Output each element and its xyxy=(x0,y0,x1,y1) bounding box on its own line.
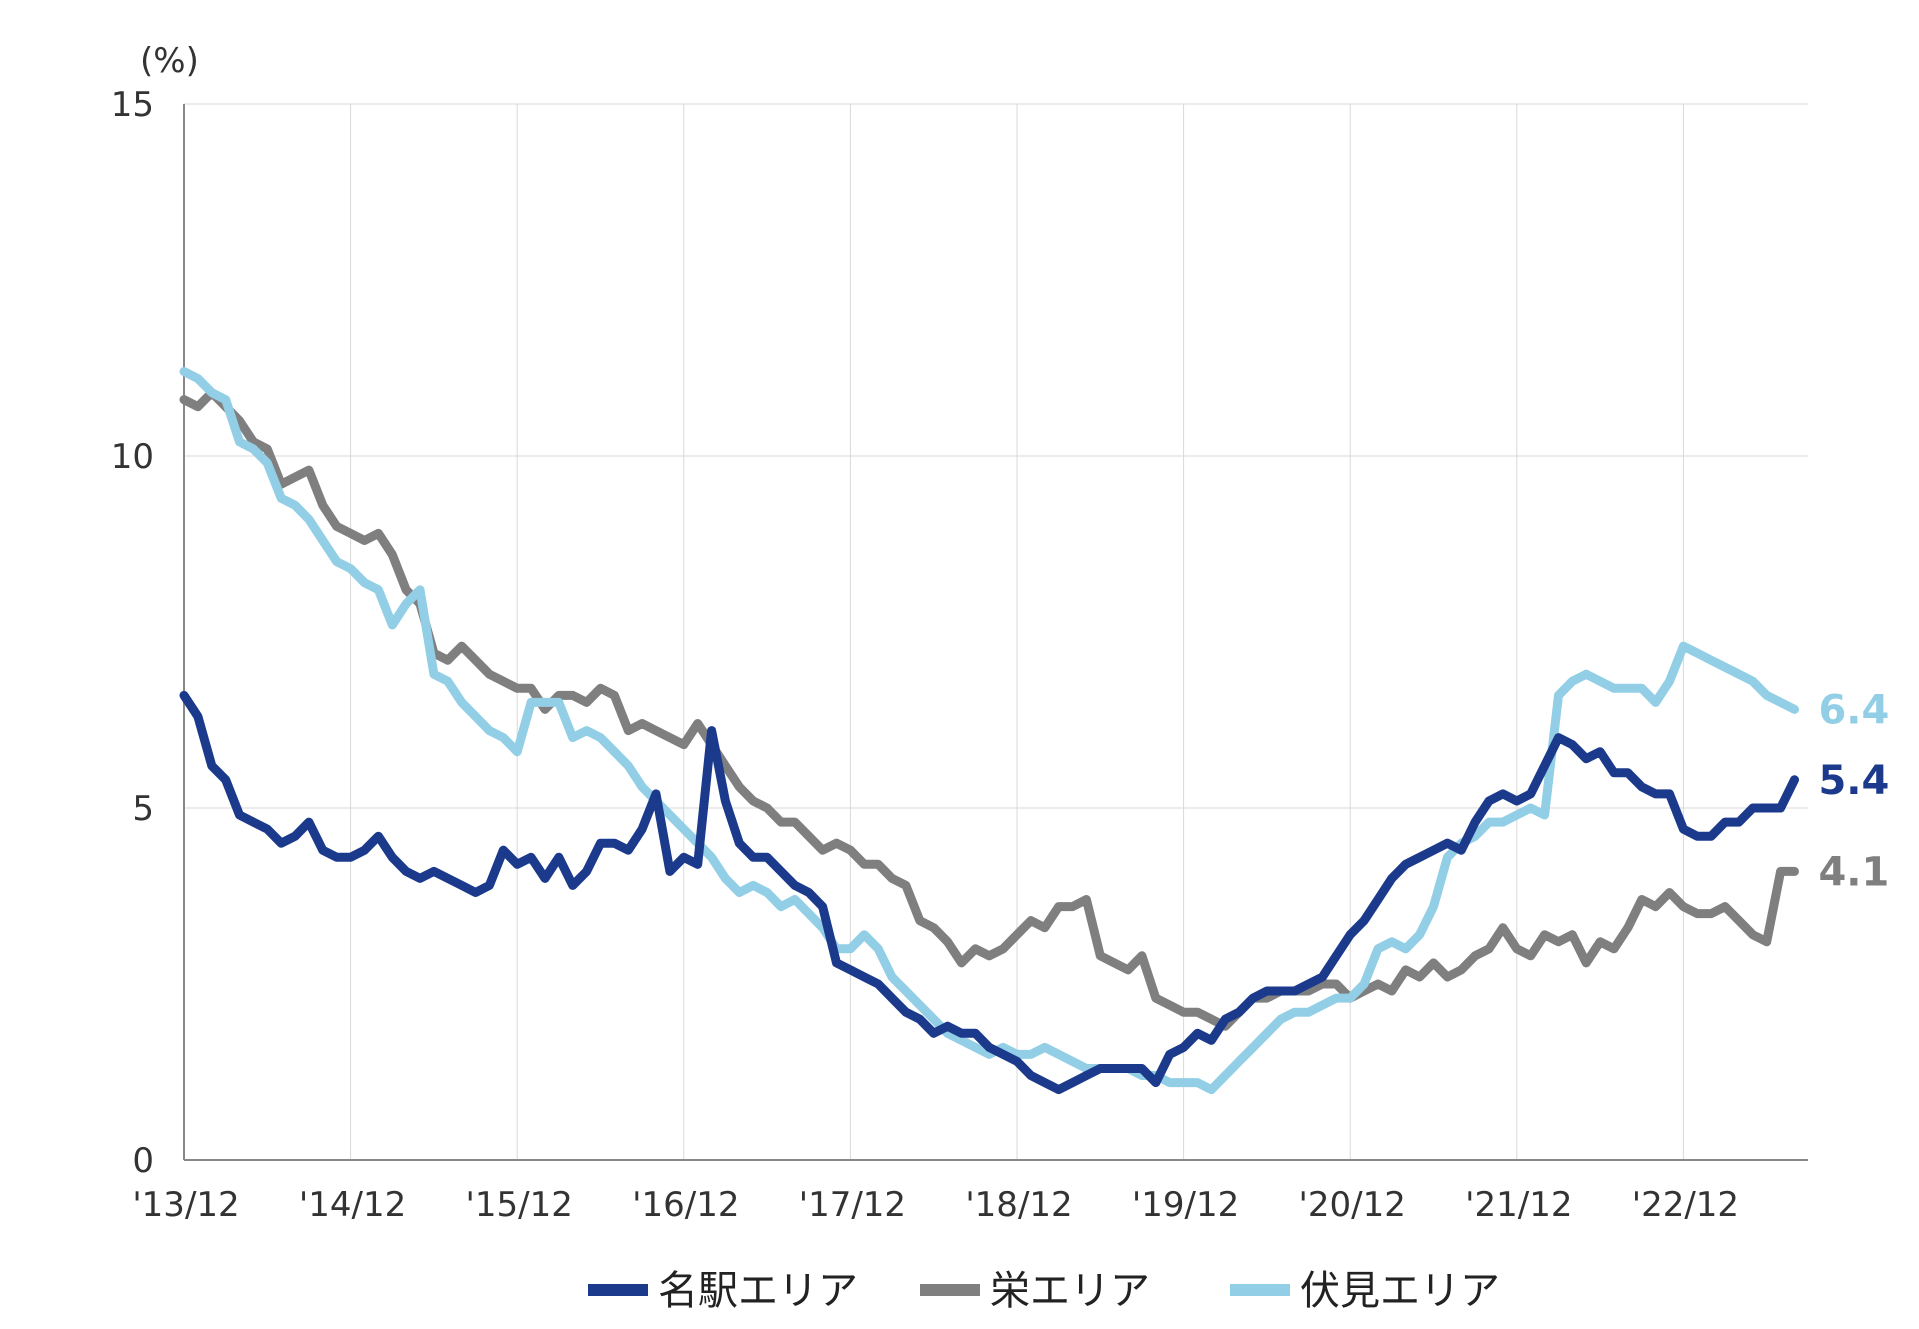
x-tick-label: '18/12 xyxy=(965,1185,1072,1225)
x-tick-labels: '13/12 '14/12 '15/12 '16/12 '17/12 '18/12 '19/… xyxy=(132,1185,1739,1225)
x-tick-label: '17/12 xyxy=(799,1185,906,1225)
end-label-2: 6.4 xyxy=(1818,687,1889,733)
legend: 名駅エリア 栄エリア 伏見エリア xyxy=(588,1268,1500,1314)
y-tick-labels: 0 5 10 15 xyxy=(111,85,154,1181)
x-tick-label: '16/12 xyxy=(632,1185,739,1225)
legend-item-0: 名駅エリア xyxy=(588,1268,858,1314)
end-label-1: 4.1 xyxy=(1818,849,1889,895)
grid-lines xyxy=(184,103,1808,1160)
series-line-0 xyxy=(179,690,1799,1095)
series-line-2 xyxy=(179,367,1799,1095)
legend-item-2: 伏見エリア xyxy=(1230,1268,1500,1314)
y-axis-unit-label: (%) xyxy=(140,41,199,81)
x-tick-label: '14/12 xyxy=(299,1185,406,1225)
axes xyxy=(183,104,1808,1161)
x-tick-label: '21/12 xyxy=(1465,1185,1572,1225)
series-lines xyxy=(179,367,1799,1095)
y-tick-label: 15 xyxy=(111,85,154,125)
y-tick-label: 10 xyxy=(111,437,154,477)
legend-label-2: 伏見エリア xyxy=(1300,1268,1500,1314)
end-label-0: 5.4 xyxy=(1818,758,1889,804)
end-labels: 5.4 4.1 6.4 xyxy=(1818,687,1889,895)
y-tick-label: 0 xyxy=(132,1141,154,1181)
x-tick-label: '15/12 xyxy=(466,1185,573,1225)
legend-item-1: 栄エリア xyxy=(920,1268,1150,1314)
x-tick-label: '20/12 xyxy=(1299,1185,1406,1225)
legend-label-0: 名駅エリア xyxy=(658,1268,858,1314)
x-tick-label: '22/12 xyxy=(1632,1185,1739,1225)
x-tick-label: '13/12 xyxy=(132,1185,239,1225)
legend-label-1: 栄エリア xyxy=(990,1268,1150,1314)
y-tick-label: 5 xyxy=(132,789,154,829)
series-line-1 xyxy=(179,388,1799,1031)
x-tick-label: '19/12 xyxy=(1132,1185,1239,1225)
